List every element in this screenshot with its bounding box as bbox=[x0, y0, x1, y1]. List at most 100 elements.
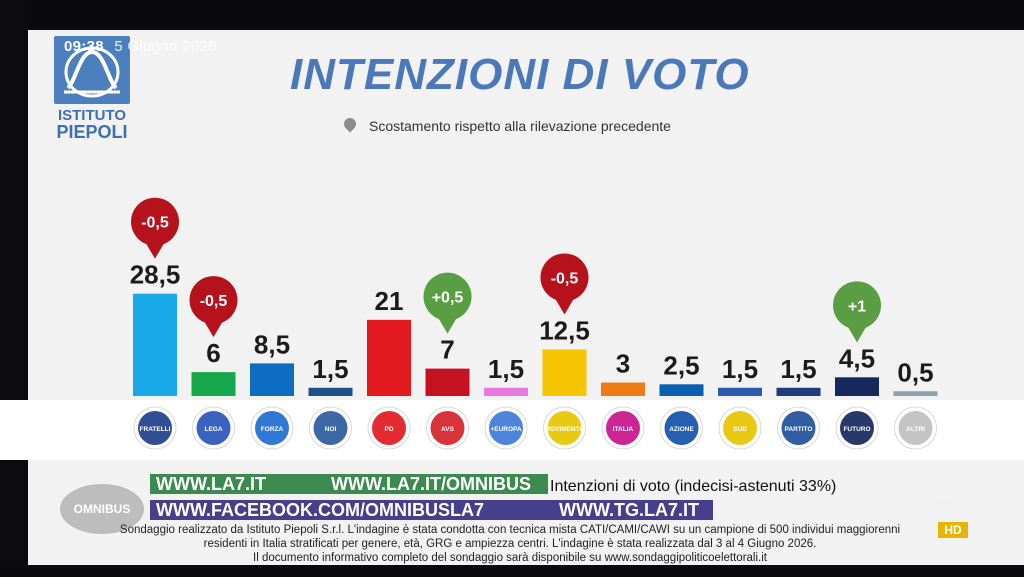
institute-logo: ISTITUTO PIEPOLI bbox=[54, 36, 130, 141]
chart-title: INTENZIONI DI VOTO bbox=[290, 50, 750, 99]
ticker-la7[interactable]: WWW.LA7.IT WWW.LA7.IT/OMNIBUS bbox=[150, 474, 548, 494]
change-label-0: -0,5 bbox=[141, 215, 169, 232]
bar-13 bbox=[893, 391, 938, 396]
party-logo-label-6: +EUROPA bbox=[490, 426, 521, 433]
party-logo-fill-0 bbox=[138, 411, 172, 445]
change-bubble-pointer-0 bbox=[145, 241, 165, 259]
tv-frame-top bbox=[0, 0, 1024, 30]
change-bubble-0 bbox=[131, 197, 179, 246]
ticker-facebook[interactable]: WWW.FACEBOOK.COM/OMNIBUSLA7 WWW.TG.LA7.I… bbox=[150, 500, 713, 520]
tv-frame-left bbox=[0, 0, 28, 577]
broadcast-date: 5 Giugno 2026 bbox=[114, 38, 217, 55]
party-logo-fill-3 bbox=[313, 411, 348, 445]
logo-line2: PIEPOLI bbox=[56, 122, 128, 142]
party-logo-fill-9 bbox=[664, 411, 699, 445]
party-logo-fill-12 bbox=[840, 411, 874, 445]
party-logo-label-4: PD bbox=[384, 426, 393, 433]
change-label-5: +0,5 bbox=[432, 290, 464, 307]
change-label-12: +1 bbox=[848, 298, 866, 315]
bar-0 bbox=[133, 293, 177, 396]
party-logo-label-10: SUD bbox=[733, 426, 747, 433]
la7-logo: 7 HD bbox=[928, 495, 970, 538]
party-logo-fill-7 bbox=[547, 411, 582, 445]
bar-11 bbox=[776, 387, 821, 396]
value-label-2: 8,5 bbox=[254, 329, 290, 359]
party-logo-fill-5 bbox=[430, 411, 465, 445]
change-bubble-1 bbox=[189, 276, 238, 325]
change-bubble-pointer-1 bbox=[203, 320, 224, 338]
ticker-facebook-left[interactable]: WWW.FACEBOOK.COM/OMNIBUSLA7 bbox=[156, 500, 484, 520]
party-logo-label-11: PARTITO bbox=[785, 426, 813, 433]
value-label-10: 1,5 bbox=[722, 354, 758, 384]
value-label-12: 4,5 bbox=[839, 343, 875, 373]
piepoli-logo-mark bbox=[54, 36, 130, 104]
logo-text: ISTITUTO PIEPOLI bbox=[50, 107, 134, 142]
party-logo-fill-1 bbox=[196, 411, 231, 445]
change-bubble-12 bbox=[833, 281, 881, 330]
value-label-13: 0,5 bbox=[897, 357, 933, 387]
party-logo-fill-10 bbox=[723, 411, 757, 445]
party-logo-fill-13 bbox=[898, 411, 933, 445]
party-logo-fill-6 bbox=[489, 411, 523, 445]
bar-9 bbox=[659, 384, 704, 396]
hd-badge: HD bbox=[938, 522, 968, 538]
bar-5 bbox=[425, 368, 470, 396]
ticker-la7-right[interactable]: WWW.LA7.IT/OMNIBUS bbox=[331, 474, 531, 494]
bar-6 bbox=[484, 387, 528, 396]
party-logo-label-7: MOVIMENTO bbox=[545, 426, 585, 433]
bar-12 bbox=[835, 377, 879, 396]
party-logo-label-12: FUTURO bbox=[843, 426, 870, 433]
intention-line: Intenzioni di voto (indecisi-astenuti 33… bbox=[150, 478, 836, 496]
methodology-note-3: Il documento informativo completo del so… bbox=[253, 552, 767, 564]
change-bubble-pointer-12 bbox=[847, 325, 867, 343]
chart-subtitle: Scostamento rispetto alla rilevazione pr… bbox=[345, 118, 671, 134]
party-logo-fill-4 bbox=[372, 411, 406, 445]
party-logo-label-8: ITALIA bbox=[613, 426, 634, 433]
party-logo-label-1: LEGA bbox=[204, 426, 222, 433]
vote-intention-chart: 28,5 FRATELLI 6 LEGA 8,5 FORZA 1,5 NOI 21 PD 7 AVS 1… bbox=[130, 197, 938, 450]
value-label-11: 1,5 bbox=[780, 354, 816, 384]
change-bubble-5 bbox=[423, 272, 472, 321]
broadcast-time: 09:38 bbox=[64, 38, 104, 55]
value-label-9: 2,5 bbox=[663, 350, 699, 380]
party-logo-label-3: NOI bbox=[325, 426, 337, 433]
value-label-3: 1,5 bbox=[312, 354, 348, 384]
value-label-6: 1,5 bbox=[488, 354, 524, 384]
broadcast-clock: 09:38 5 Giugno 2026 bbox=[64, 38, 217, 55]
intention-line-text: Intenzioni di voto (indecisi-astenuti 33… bbox=[550, 478, 837, 495]
value-label-8: 3 bbox=[616, 349, 630, 379]
logo-line1: ISTITUTO bbox=[57, 107, 127, 124]
value-label-7: 12,5 bbox=[539, 315, 590, 345]
value-label-5: 7 bbox=[440, 335, 454, 365]
party-logo-fill-8 bbox=[606, 411, 640, 445]
party-logo-label-2: FORZA bbox=[261, 426, 284, 433]
ticker-facebook-right[interactable]: WWW.TG.LA7.IT bbox=[559, 500, 699, 520]
bar-7 bbox=[542, 349, 587, 396]
bar-8 bbox=[601, 382, 645, 396]
methodology-note-2: residenti in Italia stratificati per gen… bbox=[203, 538, 817, 550]
value-label-1: 6 bbox=[206, 338, 220, 368]
methodology-note-1: Sondaggio realizzato da Istituto Piepoli… bbox=[119, 524, 901, 536]
chart-subtitle-text: Scostamento rispetto alla rilevazione pr… bbox=[369, 118, 671, 134]
bar-10 bbox=[718, 387, 762, 396]
tv-frame-bottom bbox=[0, 565, 1024, 577]
value-label-4: 21 bbox=[375, 286, 404, 316]
value-label-0: 28,5 bbox=[130, 260, 181, 290]
omnibus-watermark: OMNIBUS bbox=[60, 484, 144, 534]
change-label-7: -0,5 bbox=[551, 270, 579, 287]
bar-2 bbox=[250, 363, 294, 396]
piepoli-icon bbox=[64, 46, 120, 98]
change-label-1: -0,5 bbox=[200, 293, 228, 310]
bar-4 bbox=[367, 319, 411, 396]
change-bubble-pointer-7 bbox=[554, 297, 575, 315]
change-bubble-7 bbox=[540, 253, 589, 302]
party-logo-label-0: FRATELLI bbox=[140, 426, 171, 433]
party-logo-label-13: ALTRI bbox=[906, 426, 925, 433]
party-logo-label-5: AVS bbox=[441, 426, 455, 433]
party-logo-fill-2 bbox=[255, 411, 289, 445]
change-bubble-pointer-5 bbox=[437, 316, 458, 334]
ticker-la7-left[interactable]: WWW.LA7.IT bbox=[156, 474, 266, 494]
party-logo-label-9: AZIONE bbox=[669, 426, 694, 433]
bar-3 bbox=[308, 387, 353, 396]
bar-1 bbox=[191, 372, 236, 396]
